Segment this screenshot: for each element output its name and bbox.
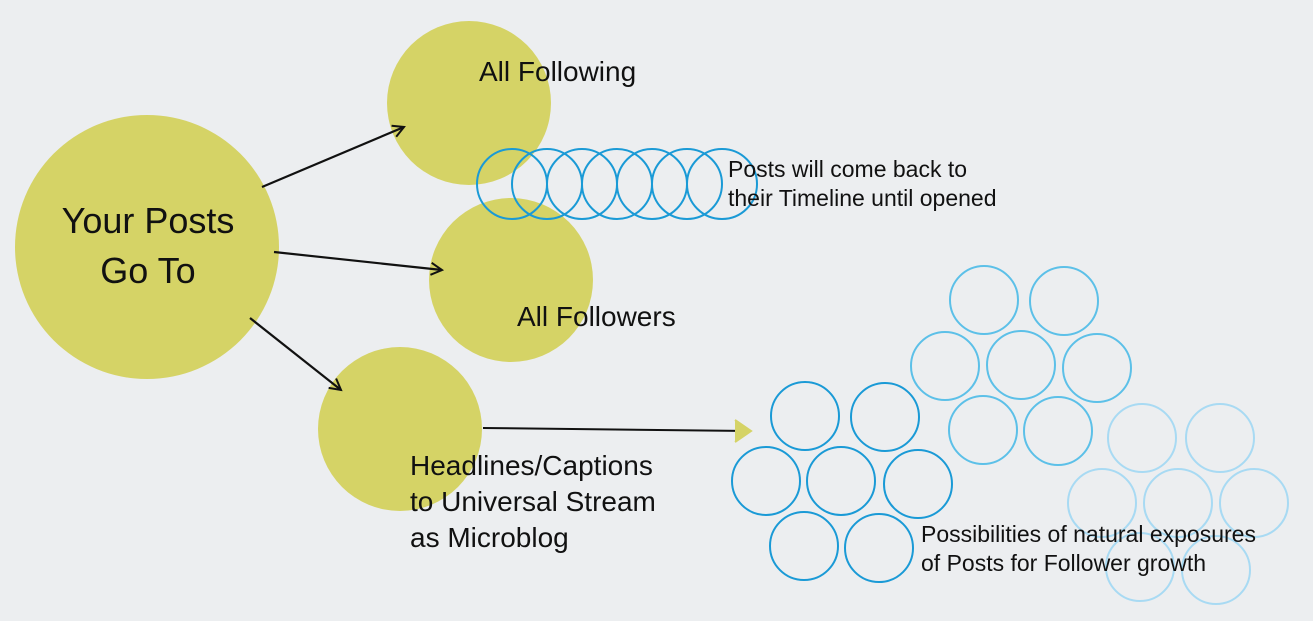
all-followers-node	[429, 198, 593, 362]
exposure-ring	[844, 513, 914, 583]
exposure-ring	[883, 449, 953, 519]
your-posts-line1: Your Posts	[61, 200, 235, 241]
exposure-ring	[769, 511, 839, 581]
your-posts-label: Your Posts Go To	[37, 196, 259, 297]
exposure-ring	[1029, 266, 1099, 336]
arrow-to-following	[261, 127, 404, 189]
your-posts-line2: Go To	[100, 250, 196, 292]
exposure-ring	[850, 382, 920, 452]
headlines-line1: Headlines/Captions	[410, 450, 653, 481]
timeline-note-line2: their Timeline until opened	[728, 184, 997, 211]
exposure-ring	[1105, 532, 1175, 602]
exposure-ring	[1143, 468, 1213, 538]
all-following-label: All Following	[479, 56, 637, 87]
timeline-rings	[476, 148, 758, 220]
exposure-note: Possibilities of natural exposures of Po…	[921, 520, 1256, 578]
headlines-line2: to Universal Stream	[410, 485, 656, 517]
exposure-ring	[806, 446, 876, 516]
headlines-node	[318, 347, 482, 511]
exposure-note-line2: of Posts for Follower growth	[921, 549, 1207, 576]
arrow-to-exposure	[482, 427, 750, 432]
exposure-ring	[731, 446, 801, 516]
exposure-ring	[1107, 403, 1177, 473]
exposure-note-line1: Possibilities of natural exposures	[921, 521, 1256, 547]
timeline-note-line1: Posts will come back to	[728, 156, 968, 182]
exposure-rings-mid	[910, 265, 1132, 466]
all-following-node	[387, 21, 551, 185]
exposure-ring	[1219, 468, 1289, 538]
headlines-line3: as Microblog	[410, 521, 569, 553]
arrow-to-exposure-head	[734, 419, 753, 443]
exposure-ring	[1023, 396, 1093, 466]
exposure-ring	[1062, 333, 1132, 403]
timeline-note: Posts will come back to their Timeline u…	[728, 155, 997, 213]
exposure-ring	[1181, 535, 1251, 605]
exposure-rings-dark	[731, 381, 953, 583]
exposure-ring	[910, 331, 980, 401]
exposure-ring	[948, 395, 1018, 465]
exposure-ring	[1185, 403, 1255, 473]
exposure-ring	[986, 330, 1056, 400]
exposure-ring	[1067, 468, 1137, 538]
all-followers-label: All Followers	[517, 301, 676, 332]
timeline-ring	[651, 148, 723, 220]
exposure-ring	[949, 265, 1019, 335]
arrow-to-followers	[273, 250, 442, 270]
exposure-rings-light	[1067, 403, 1289, 605]
timeline-ring	[686, 148, 758, 220]
exposure-ring	[770, 381, 840, 451]
headlines-label: Headlines/Captions to Universal Stream a…	[410, 448, 656, 555]
arrow-to-headlines	[249, 317, 341, 390]
your-posts-node	[15, 115, 279, 379]
